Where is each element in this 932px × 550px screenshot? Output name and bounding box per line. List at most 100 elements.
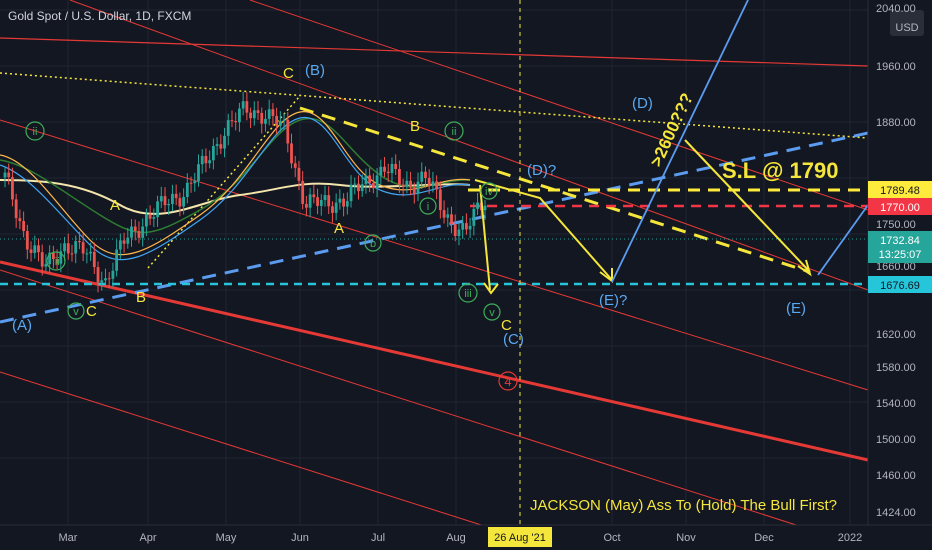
channel-line-4 (0, 371, 561, 550)
candle-body (278, 120, 282, 126)
candle-body (286, 119, 290, 144)
candle-body (383, 166, 386, 172)
channel-top-line (0, 37, 869, 67)
x-tick-jul: Jul (371, 532, 385, 544)
candle-body (327, 195, 331, 207)
candle-body (424, 171, 427, 178)
support-price-tag (868, 276, 932, 293)
price-axis[interactable]: USD 2040.00 1960.00 1880.00 1750.00 1660… (867, 0, 932, 525)
candle-body (264, 118, 267, 124)
blue-projection-1 (611, 0, 749, 283)
candle-body (275, 115, 279, 126)
candle-body (252, 110, 256, 119)
candle-body (174, 193, 178, 199)
candle-body (394, 163, 398, 169)
candle-body (427, 177, 431, 186)
candle-body (271, 109, 275, 116)
candle-body (159, 196, 163, 202)
candle-body (483, 205, 487, 211)
candle-body (468, 225, 472, 230)
blue-trend-dashed (0, 131, 869, 324)
candle-body (78, 241, 81, 243)
projection-path-c (479, 184, 491, 291)
candle-body (364, 175, 368, 185)
candle-body (267, 109, 271, 119)
candle-body (357, 183, 360, 192)
candle-body (223, 135, 226, 149)
candle-body (197, 164, 200, 182)
candle-body (386, 171, 390, 174)
candle-body (375, 175, 379, 189)
candle-body (107, 278, 111, 280)
candle-body (472, 208, 476, 226)
candle-body (141, 226, 145, 238)
candle-body (334, 202, 338, 213)
y-tick-1: 1960.00 (876, 61, 916, 73)
x-tick-dec: Dec (754, 532, 774, 544)
candle-body (256, 110, 260, 113)
wave-label-a-mid: A (334, 220, 344, 237)
candle-body (29, 249, 33, 253)
candle-body (44, 264, 48, 267)
sl-price-tag (868, 181, 932, 198)
x-tick-apr: Apr (139, 532, 156, 544)
wave-label-c-blue: (C) (503, 331, 524, 348)
candle-body (319, 200, 323, 206)
dotted-trendlines (0, 72, 869, 269)
candle-body (226, 120, 230, 136)
candle-body (390, 163, 394, 174)
candle-body (14, 199, 18, 219)
candle-body (193, 181, 197, 184)
x-tick-aug: Aug (446, 532, 466, 544)
channel-line-3 (0, 269, 869, 549)
candle-body (133, 226, 137, 232)
candle-body (137, 231, 141, 238)
candle-body (238, 108, 241, 123)
candle-body (7, 172, 11, 178)
wave-label-e-question: (E)? (599, 292, 627, 309)
wave-label-a-blue: (A) (12, 317, 32, 334)
candle-body (431, 181, 435, 186)
candle-body (70, 253, 74, 255)
candle-body (148, 214, 152, 219)
currency-badge[interactable] (890, 10, 924, 36)
yellow-descending-dashed (299, 106, 811, 274)
arrow-head-c (483, 282, 499, 295)
candle-body (260, 112, 264, 124)
candle-body (438, 189, 442, 211)
candle-body (405, 180, 409, 187)
candle-body (122, 240, 126, 244)
candle-body (55, 259, 59, 264)
wave-label-c-top: C (283, 65, 294, 82)
candle-body (152, 217, 156, 219)
candle-body (435, 181, 439, 190)
time-axis[interactable]: Mar Apr May Jun Jul Aug Oct Nov Dec 2022… (0, 524, 932, 550)
candle-body (293, 163, 297, 168)
wave-label-c-left: C (86, 303, 97, 320)
candle-body (301, 180, 305, 204)
x-tick-jun: Jun (291, 532, 309, 544)
last-price-text: 1732.84 (880, 235, 920, 247)
candle-body (25, 231, 29, 250)
candle-body (453, 224, 457, 237)
candle-body (144, 214, 148, 227)
candle-body (96, 267, 100, 283)
wave-label-d-blue: (D) (632, 95, 653, 112)
candle-body (156, 201, 159, 218)
candle-body (304, 203, 308, 208)
symbol-title[interactable]: Gold Spot / U.S. Dollar, 1D, FXCM (8, 9, 191, 23)
candle-body (461, 223, 465, 230)
y-tick-6: 1580.00 (876, 362, 916, 374)
candle-body (446, 214, 450, 218)
projection-path-e (684, 139, 811, 273)
candle-body (178, 198, 182, 207)
candle-body (81, 242, 85, 254)
candle-body (241, 101, 245, 109)
candle-body (349, 184, 353, 202)
candle-body (234, 121, 238, 123)
y-tick-4: 1660.00 (876, 261, 916, 273)
candle-body (59, 251, 63, 264)
candle-body (66, 243, 70, 254)
y-tick-10: 1424.00 (876, 507, 916, 519)
